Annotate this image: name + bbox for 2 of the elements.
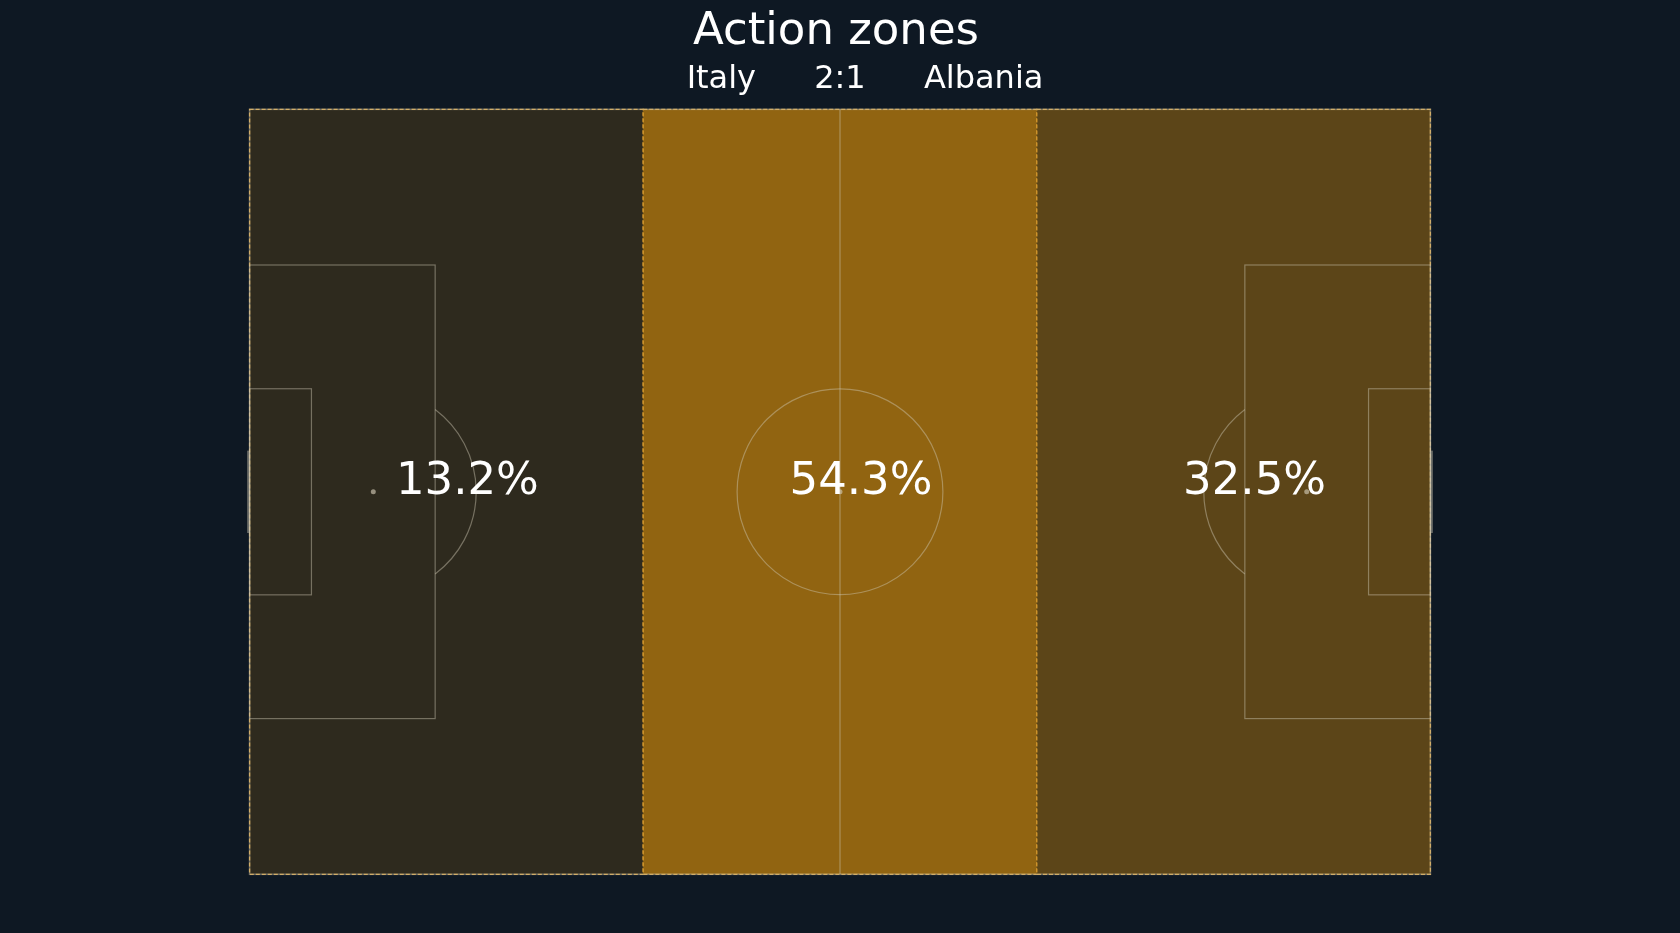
- text: Italy 2:1 Albania: [686, 58, 1044, 96]
- text: Action zones: [692, 2, 980, 55]
